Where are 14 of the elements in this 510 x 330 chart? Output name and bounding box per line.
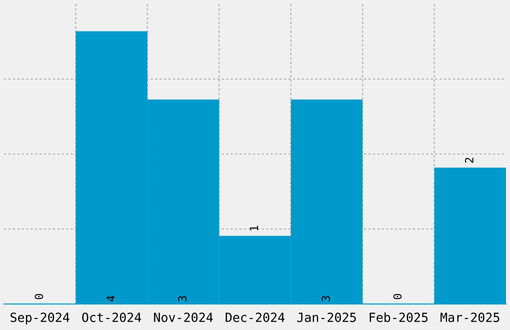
- x-tick-label: Sep-2024: [10, 312, 70, 324]
- data-label: 0: [393, 294, 402, 300]
- data-label: 4: [106, 296, 115, 302]
- data-label: 3: [322, 296, 330, 302]
- x-tick-label: Nov-2024: [154, 312, 213, 322]
- x-tick-label: Mar-2025: [440, 312, 500, 322]
- data-label: 1: [250, 226, 258, 230]
- x-tick-label: Feb-2025: [370, 312, 428, 322]
- x-tick-label: Jan-2025: [297, 312, 356, 322]
- x-tick-label: Oct-2024: [82, 312, 142, 322]
- x-tick-label: Dec-2024: [226, 312, 285, 322]
- data-label: 3: [178, 296, 187, 302]
- data-label: 0: [34, 294, 44, 300]
- data-label: 2: [464, 158, 474, 163]
